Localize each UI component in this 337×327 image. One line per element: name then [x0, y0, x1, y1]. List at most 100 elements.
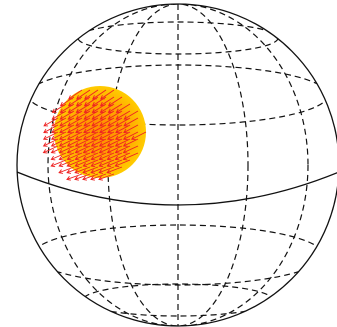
arrow	[123, 110, 139, 120]
arrow	[59, 117, 75, 127]
meridian-line	[107, 4, 249, 326]
arrow	[82, 138, 99, 147]
meridian-line	[47, 4, 309, 326]
arrow	[74, 138, 91, 147]
arrow	[114, 131, 131, 140]
arrow	[91, 117, 107, 127]
arrow	[51, 124, 67, 134]
arrow	[106, 159, 123, 168]
arrow	[42, 145, 59, 154]
grid	[17, 4, 337, 326]
arrow	[91, 110, 107, 120]
arrow	[67, 124, 83, 134]
arrow	[74, 166, 91, 174]
arrow	[98, 152, 115, 161]
arrow	[59, 110, 75, 120]
arrow	[106, 131, 123, 140]
arrow	[50, 131, 67, 140]
arrow	[74, 131, 91, 140]
arrow	[90, 145, 107, 154]
arrow	[98, 131, 115, 140]
arrow	[83, 124, 99, 134]
arrow	[58, 138, 75, 147]
arrow	[67, 110, 83, 120]
arrow	[90, 138, 107, 147]
arrow	[75, 124, 91, 134]
arrow	[82, 159, 99, 168]
arrow	[66, 145, 83, 154]
arrow	[123, 117, 139, 127]
arrow	[51, 103, 67, 113]
arrow	[122, 131, 139, 140]
arrow	[107, 110, 123, 120]
arrow	[130, 131, 147, 140]
arrow	[74, 145, 91, 154]
arrow	[107, 124, 123, 134]
arrow	[90, 166, 107, 174]
arrow	[99, 124, 115, 134]
arrow	[74, 173, 91, 181]
arrow	[122, 152, 139, 161]
arrow	[51, 110, 67, 120]
arrow	[50, 145, 67, 154]
arrow	[66, 138, 83, 147]
arrow	[50, 138, 67, 147]
arrow	[123, 124, 139, 134]
arrow	[90, 159, 107, 168]
arrow	[66, 152, 83, 161]
arrow	[83, 117, 99, 127]
arrow	[106, 152, 123, 161]
arrow	[82, 173, 99, 181]
arrow	[58, 145, 75, 154]
arrow	[98, 166, 115, 174]
arrow	[58, 152, 75, 161]
arrow	[106, 138, 123, 147]
arrow	[75, 117, 91, 127]
arrow	[42, 138, 59, 147]
arrow	[43, 124, 59, 134]
arrow	[66, 173, 83, 181]
arrow	[66, 131, 83, 140]
arrow	[115, 110, 131, 120]
arrow	[122, 145, 139, 154]
arrow	[114, 152, 131, 161]
arrow	[98, 138, 115, 147]
arrow	[90, 173, 107, 181]
arrow	[43, 117, 59, 127]
arrow	[74, 152, 91, 161]
arrow	[58, 131, 75, 140]
arrow	[98, 159, 115, 168]
arrow	[115, 124, 131, 134]
arrow	[98, 173, 115, 181]
arrow	[99, 117, 115, 127]
arrow	[82, 166, 99, 174]
arrow	[106, 166, 123, 174]
arrow	[99, 110, 115, 120]
arrow	[122, 138, 139, 147]
arrow	[50, 152, 67, 161]
arrow	[59, 124, 75, 134]
arrow	[82, 152, 99, 161]
arrow	[51, 117, 67, 127]
arrow	[115, 117, 131, 127]
arrow	[90, 152, 107, 161]
arrow	[114, 145, 131, 154]
equator	[17, 171, 337, 206]
arrow	[82, 131, 99, 140]
arrow	[106, 145, 123, 154]
arrow	[107, 117, 123, 127]
arrow	[82, 145, 99, 154]
arrows	[42, 89, 147, 181]
arrow	[66, 159, 83, 168]
arrow	[98, 145, 115, 154]
arrow	[74, 159, 91, 168]
sphere-outline	[16, 3, 337, 327]
arrow	[42, 131, 59, 140]
arrow	[66, 166, 83, 174]
arrow	[58, 166, 75, 174]
arrow	[91, 124, 107, 134]
arrow	[58, 159, 75, 168]
arrow	[83, 110, 99, 120]
